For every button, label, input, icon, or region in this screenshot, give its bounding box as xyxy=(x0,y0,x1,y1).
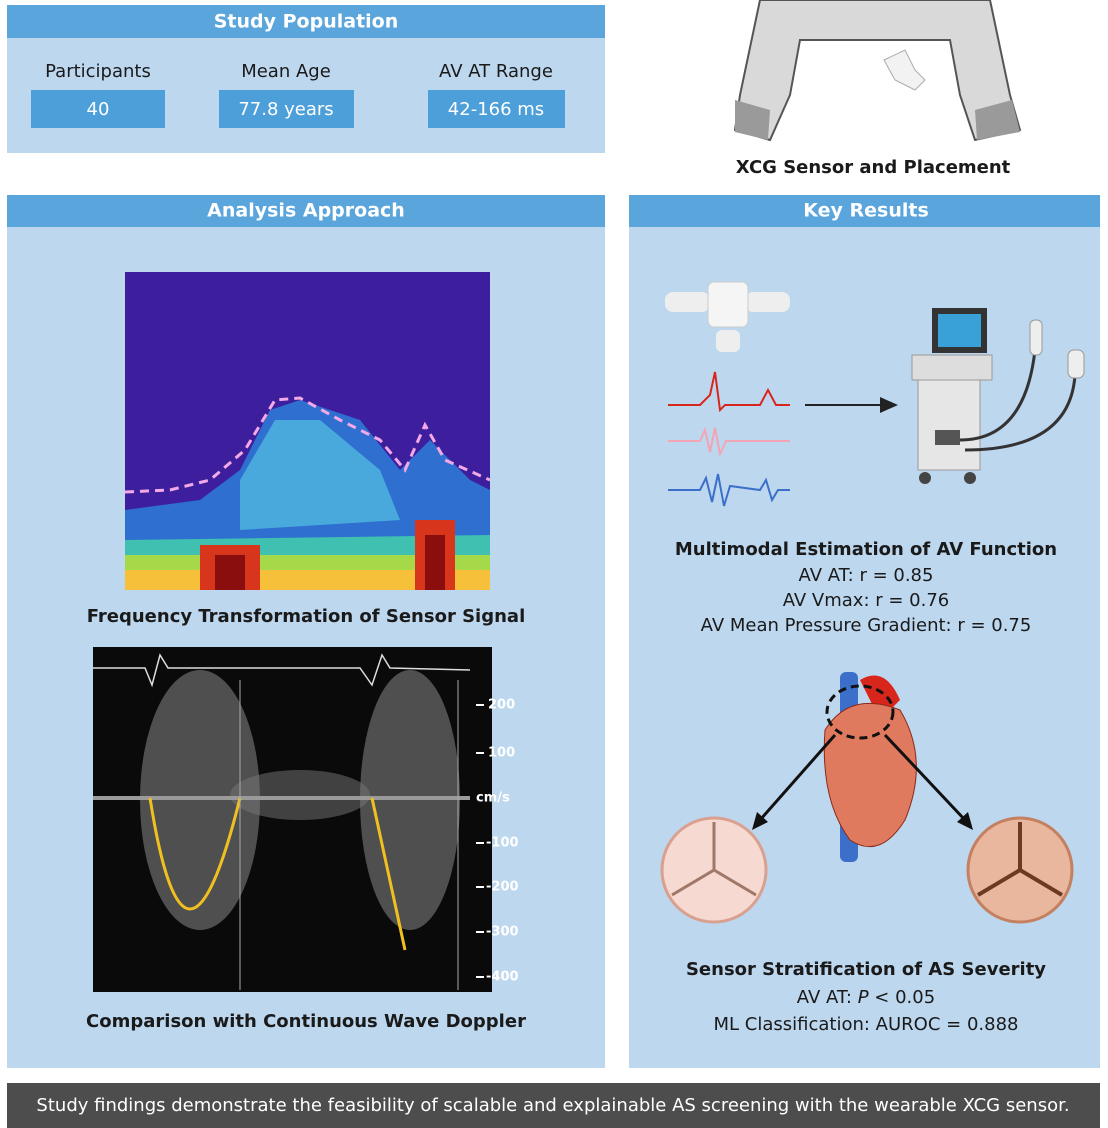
text-part: AV AT: xyxy=(797,987,858,1008)
stat-value: 40 xyxy=(87,99,110,120)
panel-title: Analysis Approach xyxy=(207,200,405,222)
stat-label: AV AT Range xyxy=(439,61,553,82)
infographic: Study Population Participants Mean Age A… xyxy=(0,0,1108,1128)
footer-text: Study findings demonstrate the feasibili… xyxy=(36,1095,1069,1116)
ultrasound-machine-part xyxy=(964,472,976,484)
ultrasound-machine-part xyxy=(1030,320,1042,355)
text-part: < 0.05 xyxy=(869,987,936,1008)
axis-label: 100 xyxy=(488,746,515,761)
ultrasound-machine-part xyxy=(935,430,960,445)
axis-label: cm/s xyxy=(476,791,510,806)
torso-illustration xyxy=(735,0,1020,140)
caption: XCG Sensor and Placement xyxy=(736,157,1011,178)
spectrogram xyxy=(125,272,490,590)
spectrogram-part xyxy=(425,535,445,590)
doppler-image xyxy=(93,647,492,992)
ultrasound-machine-part xyxy=(938,314,981,347)
stat-value: 42-166 ms xyxy=(448,99,544,120)
sensor-and-signals-part xyxy=(708,282,748,327)
axis-label: -400 xyxy=(486,970,519,985)
axis-label: -300 xyxy=(486,925,519,940)
result-line: AV AT: P < 0.05 xyxy=(797,987,935,1008)
ultrasound-machine-part xyxy=(919,472,931,484)
axis-label: -200 xyxy=(486,880,519,895)
torso-illustration-part xyxy=(884,50,925,90)
caption: Frequency Transformation of Sensor Signa… xyxy=(87,606,526,627)
ultrasound-machine-part xyxy=(912,355,992,380)
result-title: Multimodal Estimation of AV Function xyxy=(675,539,1057,560)
axis-label: -100 xyxy=(486,836,519,851)
result-title: Sensor Stratification of AS Severity xyxy=(686,959,1046,980)
sensor-and-signals-part xyxy=(745,292,790,312)
axis-label: 200 xyxy=(488,698,515,713)
spectrogram-part xyxy=(215,555,245,590)
caption: Comparison with Continuous Wave Doppler xyxy=(86,1011,526,1032)
ultrasound-machine-part xyxy=(918,380,980,470)
text-part: P xyxy=(858,987,869,1008)
stat-label: Participants xyxy=(45,61,151,82)
doppler-image-part xyxy=(230,770,370,820)
panel-title: Study Population xyxy=(214,11,399,33)
sensor-and-signals-part xyxy=(716,330,740,352)
result-line: AV Mean Pressure Gradient: r = 0.75 xyxy=(701,615,1032,636)
result-line: ML Classification: AUROC = 0.888 xyxy=(714,1014,1019,1035)
panel-title: Key Results xyxy=(803,200,929,222)
stat-value: 77.8 years xyxy=(238,99,333,120)
ultrasound-machine-part xyxy=(1068,350,1084,378)
sensor-and-signals-part xyxy=(665,292,710,312)
result-line: AV Vmax: r = 0.76 xyxy=(783,590,950,611)
result-line: AV AT: r = 0.85 xyxy=(799,565,934,586)
stat-label: Mean Age xyxy=(241,61,331,82)
